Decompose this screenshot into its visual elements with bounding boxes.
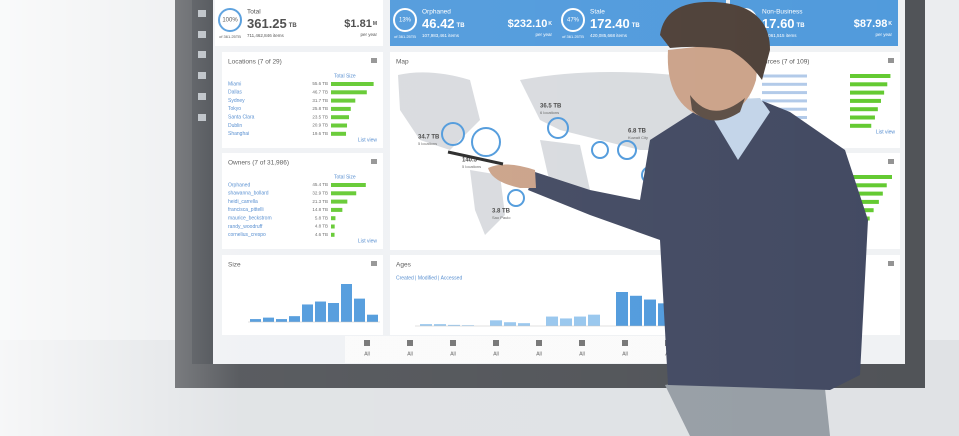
photo: 100%of 361.25TBTotal361.25TB711,462,846 … (0, 0, 959, 436)
haze (0, 0, 959, 436)
page: 100%of 361.25TBTotal361.25TB711,462,846 … (0, 0, 959, 436)
